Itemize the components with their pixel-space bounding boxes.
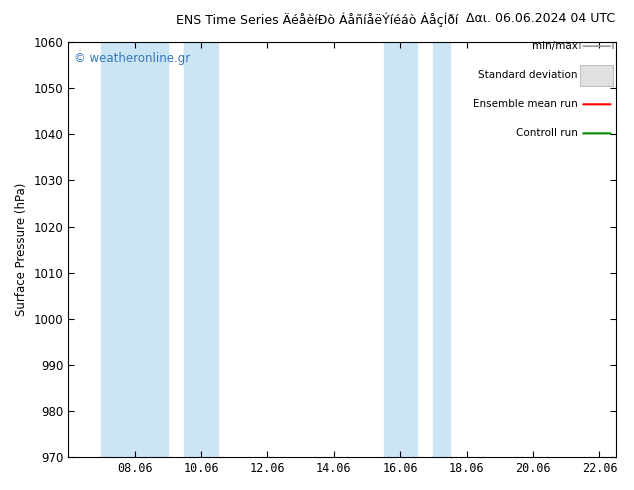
Bar xyxy=(101,42,168,457)
Text: © weatheronline.gr: © weatheronline.gr xyxy=(74,52,190,66)
Text: Δαι. 06.06.2024 04 UTC: Δαι. 06.06.2024 04 UTC xyxy=(466,12,615,25)
Bar xyxy=(184,42,217,457)
Text: Controll run: Controll run xyxy=(516,128,578,138)
Text: Ensemble mean run: Ensemble mean run xyxy=(473,99,578,109)
Text: min/max: min/max xyxy=(532,41,578,51)
Text: ENS Time Series ÄéåèíÐò ÁåñíåëÝíéáò ÁåçÍðí: ENS Time Series ÄéåèíÐò ÁåñíåëÝíéáò ÁåçÍ… xyxy=(176,12,458,27)
Text: Standard deviation: Standard deviation xyxy=(478,70,578,80)
Y-axis label: Surface Pressure (hPa): Surface Pressure (hPa) xyxy=(15,183,28,316)
Bar xyxy=(384,42,417,457)
Bar xyxy=(434,42,450,457)
FancyBboxPatch shape xyxy=(581,65,613,86)
